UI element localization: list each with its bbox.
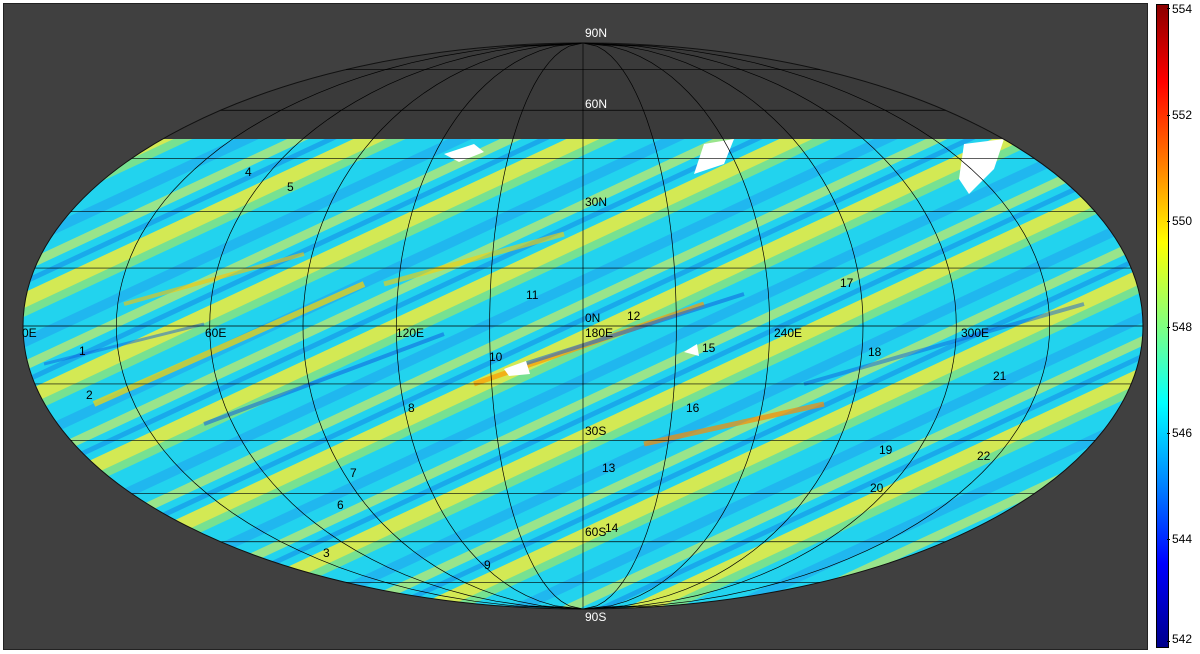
meridian-line: [302, 42, 584, 610]
feature-label: 15: [702, 341, 716, 355]
warm-streak: [123, 252, 305, 306]
lat-label-0n: 0N: [585, 311, 600, 325]
meridian-line: [582, 42, 771, 610]
feature-label: 12: [627, 309, 641, 323]
data-gap: [959, 139, 1004, 194]
lat-label-30n: 30N: [585, 195, 607, 209]
lon-label-180e: 180E: [585, 326, 613, 340]
warm-streak: [383, 231, 565, 287]
colorbar-tick: [1167, 539, 1170, 540]
colorbar-label-550: 550: [1172, 214, 1193, 228]
meridian-line: [582, 42, 957, 610]
feature-label: 10: [489, 350, 503, 364]
colorbar-label-546: 546: [1172, 426, 1193, 440]
feature-label: 13: [602, 461, 616, 475]
feature-label: 7: [350, 466, 357, 480]
feature-label: 16: [686, 401, 700, 415]
feature-label: 20: [870, 481, 884, 495]
feature-label: 9: [484, 558, 491, 572]
lat-label-90n: 90N: [585, 26, 607, 40]
colorbar-label-544: 544: [1172, 532, 1193, 546]
feature-label: 8: [408, 401, 415, 415]
colorbar-tick: [1167, 221, 1170, 222]
meridian-line: [209, 42, 584, 610]
axis-labels: 0E 60E 120E 180E 240E 300E 90N 60N 30N 0…: [22, 26, 989, 624]
mollweide-map: 0E 60E 120E 180E 240E 300E 90N 60N 30N 0…: [22, 26, 1144, 624]
data-gap: [684, 344, 699, 356]
colorbar-label-554: 554: [1172, 2, 1193, 16]
cool-streak: [203, 332, 445, 426]
feature-label: 14: [605, 521, 619, 535]
lat-label-90s: 90S: [585, 610, 606, 624]
feature-label: 3: [323, 546, 330, 560]
lat-label-60n: 60N: [585, 97, 607, 111]
feature-label: 1: [79, 344, 86, 358]
feature-label: 18: [868, 345, 882, 359]
lon-label-120e: 120E: [396, 326, 424, 340]
lon-label-240e: 240E: [774, 326, 802, 340]
data-gap: [444, 144, 484, 162]
feature-labels: 1 2 3 4 5 6 7 8 9 10 11 12 13 14 15 16 1…: [79, 165, 1007, 572]
colorbar-label-548: 548: [1172, 320, 1193, 334]
data-gap: [694, 139, 734, 174]
feature-label: 2: [86, 388, 93, 402]
feature-label: 17: [840, 276, 854, 290]
feature-label: 4: [245, 165, 252, 179]
feature-label: 19: [879, 443, 893, 457]
colorbar-tick: [1167, 327, 1170, 328]
map-panel: 0E 60E 120E 180E 240E 300E 90N 60N 30N 0…: [3, 3, 1148, 650]
colorbar-gradient: [1156, 4, 1169, 648]
colorbar-tick: [1167, 641, 1170, 642]
colorbar-tick: [1167, 8, 1170, 9]
meridian-line: [115, 42, 584, 610]
meridian-line: [582, 42, 1051, 610]
colorbar-tick: [1167, 115, 1170, 116]
colorbar: 554 552 550 548 546 544 542: [1153, 2, 1200, 648]
feature-label: 21: [993, 369, 1007, 383]
data-field: [23, 139, 1143, 609]
feature-label: 5: [287, 180, 294, 194]
lon-label-60e: 60E: [205, 326, 226, 340]
graticule: [23, 42, 1143, 610]
cool-streak: [523, 292, 745, 366]
meridian-line: [582, 42, 864, 610]
meridian-line: [582, 42, 677, 610]
colorbar-label-552: 552: [1172, 108, 1193, 122]
lat-label-30s: 30S: [585, 424, 606, 438]
colorbar-label-542: 542: [1172, 632, 1193, 646]
globe: [22, 42, 1144, 610]
meridian-line: [489, 42, 584, 610]
lat-label-60s: 60S: [585, 525, 606, 539]
cool-streak: [803, 302, 1085, 386]
lon-label-0e: 0E: [22, 326, 37, 340]
feature-label: 6: [337, 498, 344, 512]
meridian-line: [395, 42, 584, 610]
colorbar-tick: [1167, 433, 1170, 434]
feature-label: 11: [526, 288, 539, 302]
lon-label-300e: 300E: [961, 326, 989, 340]
feature-label: 22: [977, 449, 991, 463]
cool-streak: [43, 322, 205, 366]
data-gap: [504, 361, 530, 376]
warm-streak: [643, 401, 825, 447]
